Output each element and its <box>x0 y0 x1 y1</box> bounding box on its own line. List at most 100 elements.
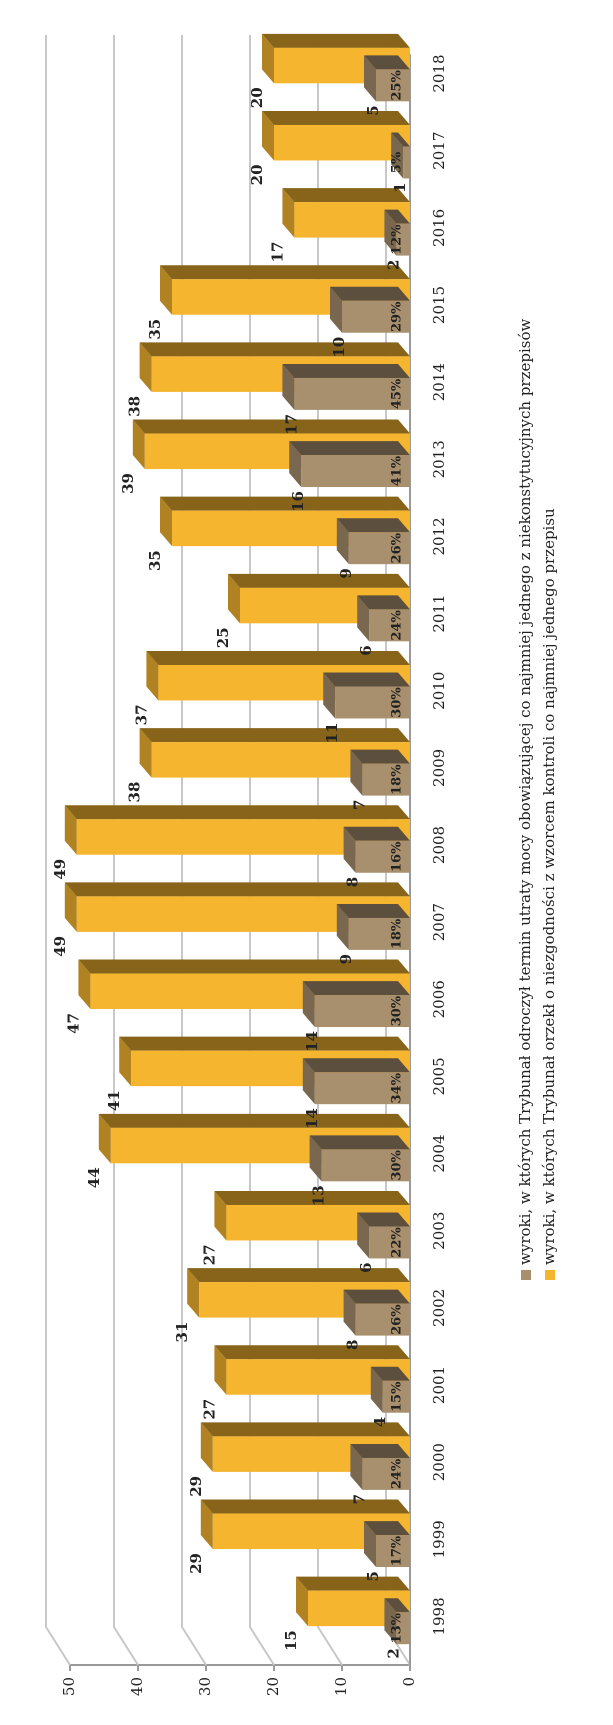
bar-subset-top <box>370 1366 383 1413</box>
x-tick-label: 2000 <box>430 1443 448 1481</box>
bar-subset <box>362 763 410 796</box>
bar-total-side <box>139 342 410 357</box>
bar-subset-side <box>323 672 410 687</box>
bar-subset-top <box>343 1289 356 1336</box>
bar-subset-side <box>357 1212 410 1227</box>
y-tick-label: 10 <box>332 1677 350 1696</box>
bar-subset-top <box>330 286 342 333</box>
value-label: 6 <box>357 645 375 655</box>
bar-subset-top <box>364 55 376 102</box>
x-tick-label: 2011 <box>430 594 448 632</box>
bar-subset-top <box>391 132 404 179</box>
bar-subset-top <box>302 1058 315 1105</box>
share-label: 24% <box>390 1458 405 1489</box>
bar-subset-side <box>309 1135 410 1150</box>
bar-total-side <box>132 419 410 434</box>
bar-subset <box>355 1303 411 1336</box>
value-label: 17 <box>268 242 286 263</box>
y-tick-label: 20 <box>264 1677 282 1696</box>
value-label: 5 <box>364 105 382 115</box>
bar-subset <box>376 69 410 102</box>
value-label: 14 <box>303 1108 321 1129</box>
value-label: 9 <box>337 954 355 964</box>
value-label: 20 <box>248 164 266 185</box>
bar-total-top <box>119 1036 132 1087</box>
bar-total-top <box>214 1345 227 1395</box>
bar-total <box>151 742 410 778</box>
bar-total-top <box>228 573 240 624</box>
bar-subset <box>396 1612 410 1645</box>
share-label: 12% <box>390 224 405 255</box>
bar-total-side <box>78 959 410 974</box>
value-label: 13 <box>310 1185 328 1206</box>
bar-subset-side <box>302 1058 410 1073</box>
x-tick-label: 2015 <box>430 286 448 324</box>
value-label: 10 <box>330 337 348 358</box>
bar-subset-side <box>330 286 410 301</box>
bar-subset-side <box>384 209 410 224</box>
value-label: 44 <box>85 1167 103 1188</box>
bar-subset-side <box>282 363 410 378</box>
bar-subset <box>321 1149 411 1182</box>
value-label: 39 <box>119 473 137 494</box>
bar-subset <box>376 1535 410 1568</box>
share-label: 41% <box>390 455 405 486</box>
value-label: 8 <box>344 1340 362 1350</box>
x-tick-label: 2010 <box>430 672 448 710</box>
bar-subset-side <box>350 749 410 764</box>
bar-subset-top <box>364 1521 376 1568</box>
bar-total-top <box>262 110 274 161</box>
bar-subset-top <box>350 749 363 796</box>
x-tick-label: 1998 <box>430 1597 448 1635</box>
bar-total-top <box>160 496 172 547</box>
share-label: 13% <box>390 1612 405 1643</box>
value-label: 37 <box>132 704 150 725</box>
value-label: 29 <box>187 1553 205 1574</box>
bar-total-top <box>64 882 77 932</box>
value-label: 9 <box>337 568 355 578</box>
bar-subset-top <box>336 518 349 565</box>
bar-total-top <box>146 650 159 701</box>
bar-subset-side <box>343 826 410 841</box>
bar-subset <box>314 1072 410 1105</box>
share-label: 34% <box>390 1072 405 1103</box>
bar-subset <box>348 532 410 565</box>
legend-swatch <box>521 1270 531 1280</box>
value-label: 14 <box>303 1031 321 1052</box>
bar-subset-top <box>309 1135 322 1182</box>
bar-total-side <box>160 265 410 280</box>
bar-subset-top <box>357 595 370 642</box>
bar-subset <box>369 1226 411 1259</box>
bar-total-side <box>146 650 410 665</box>
bar-subset-top <box>289 441 302 488</box>
legend-label: wyroki, w których Trybunał odroczył term… <box>516 319 534 1265</box>
value-label: 25 <box>214 627 232 648</box>
value-label: 1 <box>391 182 409 192</box>
bar-subset <box>348 917 410 950</box>
bar-total-top <box>187 1268 200 1318</box>
x-tick-label: 2013 <box>430 440 448 478</box>
share-label: 18% <box>390 764 405 795</box>
bar-total <box>76 896 411 932</box>
bar-subset <box>342 300 410 333</box>
x-tick-label: 2009 <box>430 749 448 787</box>
bar-subset-top <box>384 209 397 256</box>
x-tick-label: 2014 <box>430 363 448 401</box>
bar-total <box>294 202 410 238</box>
value-label: 31 <box>173 1322 191 1343</box>
x-tick-label: 2001 <box>430 1366 448 1404</box>
y-tick-label: 40 <box>128 1677 146 1696</box>
share-label: 5% <box>390 151 405 173</box>
y-tick-label: 50 <box>60 1677 78 1696</box>
y-tick-label: 30 <box>196 1677 214 1696</box>
legend-label: wyroki, w których Trybunał orzekł o niez… <box>540 508 558 1265</box>
bar-subset-side <box>384 1598 410 1613</box>
share-label: 24% <box>390 609 405 640</box>
bar-subset-top <box>302 981 315 1028</box>
bar-subset-side <box>336 518 410 533</box>
bar-total-top <box>139 342 152 392</box>
bar-total-side <box>64 805 410 820</box>
value-label: 38 <box>126 782 144 803</box>
